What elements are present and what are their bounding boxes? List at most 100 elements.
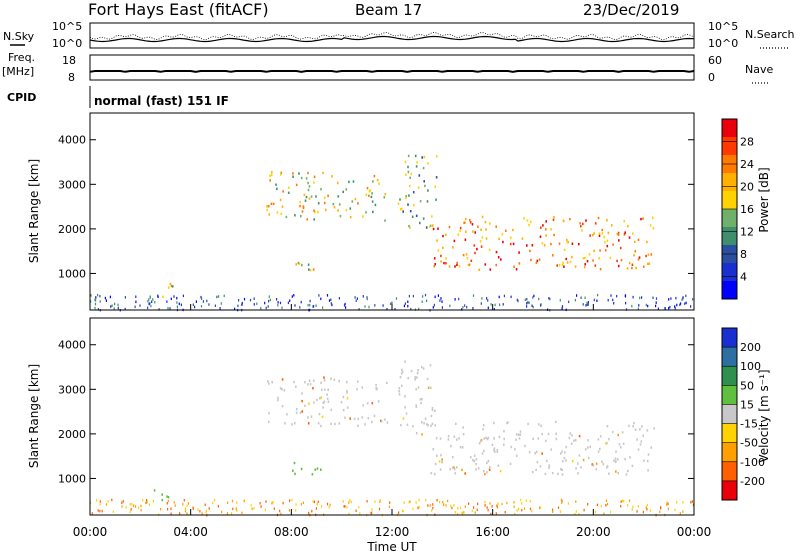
power-echo-cell xyxy=(502,240,504,244)
power-echo-cell xyxy=(407,304,409,308)
velocity-echo-cell xyxy=(112,510,114,513)
power-echo-cell xyxy=(526,297,528,301)
power-echo-cell xyxy=(458,297,460,301)
power-echo-cell xyxy=(684,302,686,305)
velocity-echo-cell xyxy=(401,368,403,371)
velocity-echo-cell xyxy=(414,378,416,381)
velocity-echo-cell xyxy=(454,510,457,514)
power-echo-cell xyxy=(403,304,405,308)
power-echo-cell xyxy=(355,299,357,302)
velocity-echo-cell xyxy=(560,452,562,455)
power-echo-cell xyxy=(148,298,150,301)
power-echo-cell xyxy=(294,214,296,217)
velocity-echo-cell xyxy=(592,464,595,467)
velocity-echo-cell xyxy=(212,501,214,505)
power-echo-cell xyxy=(481,215,484,219)
velocity-echo-cell xyxy=(441,458,443,461)
velocity-echo-cell xyxy=(146,500,148,504)
colorbar-tick-label: 16 xyxy=(740,203,754,216)
velocity-echo-cell xyxy=(323,376,325,379)
power-echo-cell xyxy=(308,197,311,200)
velocity-echo-cell xyxy=(498,435,501,439)
velocity-echo-cell xyxy=(326,397,329,400)
power-echo-cell xyxy=(456,263,458,267)
power-echo-cell xyxy=(416,161,418,164)
power-echo-cell xyxy=(655,297,658,300)
colorbar-segment xyxy=(722,281,737,300)
power-echo-cell xyxy=(150,304,152,308)
velocity-echo-cell xyxy=(377,400,380,403)
velocity-echo-cell xyxy=(642,510,644,514)
velocity-echo-cell xyxy=(348,512,350,516)
velocity-echo-cell xyxy=(531,509,533,513)
velocity-echo-cell xyxy=(321,505,323,508)
power-echo-cell xyxy=(468,263,471,266)
velocity-echo-cell xyxy=(578,454,581,457)
velocity-echo-cell xyxy=(583,508,585,512)
colorbar-segment xyxy=(722,227,737,246)
velocity-echo-cell xyxy=(427,424,429,427)
colorbar-tick-label: 100 xyxy=(740,360,761,373)
nsearch-noise-line xyxy=(89,31,695,41)
velocity-echo-cell xyxy=(478,442,481,445)
velocity-echo-cell xyxy=(236,501,238,504)
station-title: Fort Hays East (fitACF) xyxy=(88,0,269,19)
colorbar-segment xyxy=(722,263,737,282)
velocity-echo-cell xyxy=(432,503,434,506)
velocity-echo-cell xyxy=(313,401,315,404)
velocity-echo-cell xyxy=(319,397,321,400)
power-echo-cell xyxy=(633,254,635,257)
velocity-echo-cell xyxy=(371,508,373,511)
velocity-echo-cell xyxy=(379,500,381,503)
power-echo-cell xyxy=(498,295,500,299)
velocity-echo-cell xyxy=(416,372,419,375)
velocity-echo-cell xyxy=(629,499,631,502)
power-echo-cell xyxy=(549,297,551,301)
velocity-echo-cell xyxy=(516,509,518,512)
power-echo-cell xyxy=(589,234,591,237)
power-echo-cell xyxy=(505,229,507,232)
power-echo-cell xyxy=(497,256,500,259)
velocity-echo-cell xyxy=(637,448,640,451)
velocity-echo-cell xyxy=(167,507,169,511)
power-echo-cell xyxy=(298,262,301,266)
colorbar-segment xyxy=(722,328,737,348)
power-echo-cell xyxy=(276,298,278,301)
velocity-echo-cell xyxy=(312,379,315,382)
velocity-echo-cell xyxy=(559,510,562,513)
velocity-echo-cell xyxy=(514,512,516,516)
velocity-echo-cell xyxy=(346,397,349,400)
velocity-echo-cell xyxy=(580,466,582,469)
power-echo-cell xyxy=(593,232,595,235)
power-echo-cell xyxy=(501,233,504,236)
power-echo-cell xyxy=(171,285,174,288)
velocity-echo-cell xyxy=(493,448,495,452)
velocity-echo-cell xyxy=(201,512,203,515)
power-echo-cell xyxy=(500,258,502,261)
power-echo-cell xyxy=(331,175,333,178)
velocity-echo-cell xyxy=(430,472,433,475)
velocity-echo-cell xyxy=(324,388,326,391)
velocity-echo-cell xyxy=(281,405,284,408)
power-echo-cell xyxy=(476,247,478,251)
power-echo-cell xyxy=(550,228,552,231)
power-echo-cell xyxy=(616,259,618,263)
power-echo-cell xyxy=(114,302,116,306)
power-echo-cell xyxy=(527,301,529,304)
power-echo-cell xyxy=(470,259,473,262)
velocity-echo-cell xyxy=(515,433,518,436)
power-echo-cell xyxy=(170,297,172,301)
velocity-echo-cell xyxy=(501,502,503,506)
velocity-colorbar: 200 100 50 15 -15 -50 -100 -200 xyxy=(721,327,765,501)
velocity-echo-cell xyxy=(431,509,433,512)
power-echo-cell xyxy=(586,260,589,263)
velocity-echo-cell xyxy=(606,464,609,468)
y-tick-label: 4000 xyxy=(58,134,86,147)
power-echo-cell xyxy=(445,257,447,260)
velocity-echo-cell xyxy=(342,408,345,412)
power-echo-cell xyxy=(277,301,279,304)
velocity-echo-cell xyxy=(327,388,329,391)
power-echo-cell xyxy=(670,297,672,300)
velocity-echo-cell xyxy=(329,503,331,507)
power-echo-cell xyxy=(469,221,472,224)
